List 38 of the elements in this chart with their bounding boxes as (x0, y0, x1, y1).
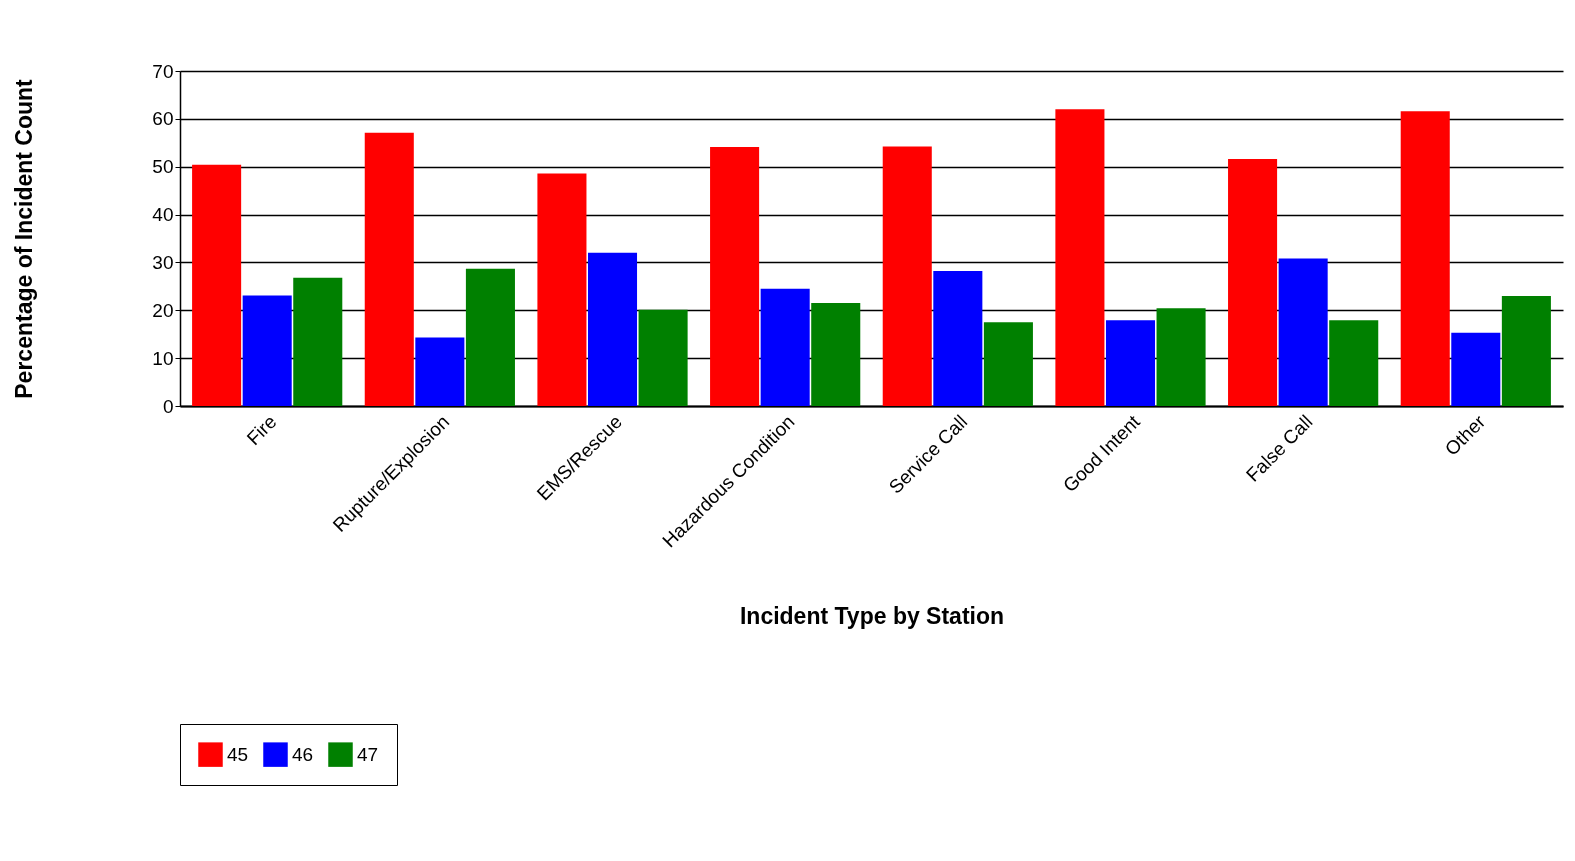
bar (1055, 109, 1105, 406)
y-tick-label: 40 (152, 204, 174, 226)
bar (587, 252, 638, 406)
bar (882, 146, 932, 406)
bar (1451, 332, 1501, 406)
y-tick-label: 50 (152, 156, 174, 178)
legend-label: 45 (227, 743, 249, 765)
bar (1329, 320, 1379, 406)
bar (537, 173, 587, 406)
bar (192, 164, 242, 406)
bar (1228, 159, 1278, 406)
y-tick-label: 70 (152, 60, 174, 82)
y-axis-title: Percentage of Incident Count (11, 78, 38, 399)
bar (465, 268, 515, 406)
y-tick-label: 30 (152, 251, 174, 273)
bar (811, 303, 861, 406)
bar (1105, 320, 1156, 406)
bar (415, 337, 465, 406)
legend-label: 47 (357, 743, 379, 765)
legend-label: 46 (292, 743, 314, 765)
bar (1501, 295, 1551, 406)
bar (710, 147, 760, 406)
y-tick-label: 0 (162, 395, 174, 417)
bar (933, 271, 983, 406)
bar (364, 132, 414, 406)
y-tick-label: 20 (152, 299, 174, 321)
bar (638, 309, 688, 406)
bar (983, 322, 1033, 406)
bar (1400, 111, 1450, 406)
x-axis-title: Incident Type by Station (739, 603, 1005, 630)
bar (293, 277, 343, 406)
x-tick-label: Fire (242, 411, 281, 450)
bar (1156, 308, 1206, 406)
y-tick-label: 10 (152, 347, 174, 369)
y-tick-label: 60 (152, 108, 174, 130)
bar (1278, 258, 1328, 406)
bar (760, 288, 810, 406)
bar (242, 295, 292, 406)
